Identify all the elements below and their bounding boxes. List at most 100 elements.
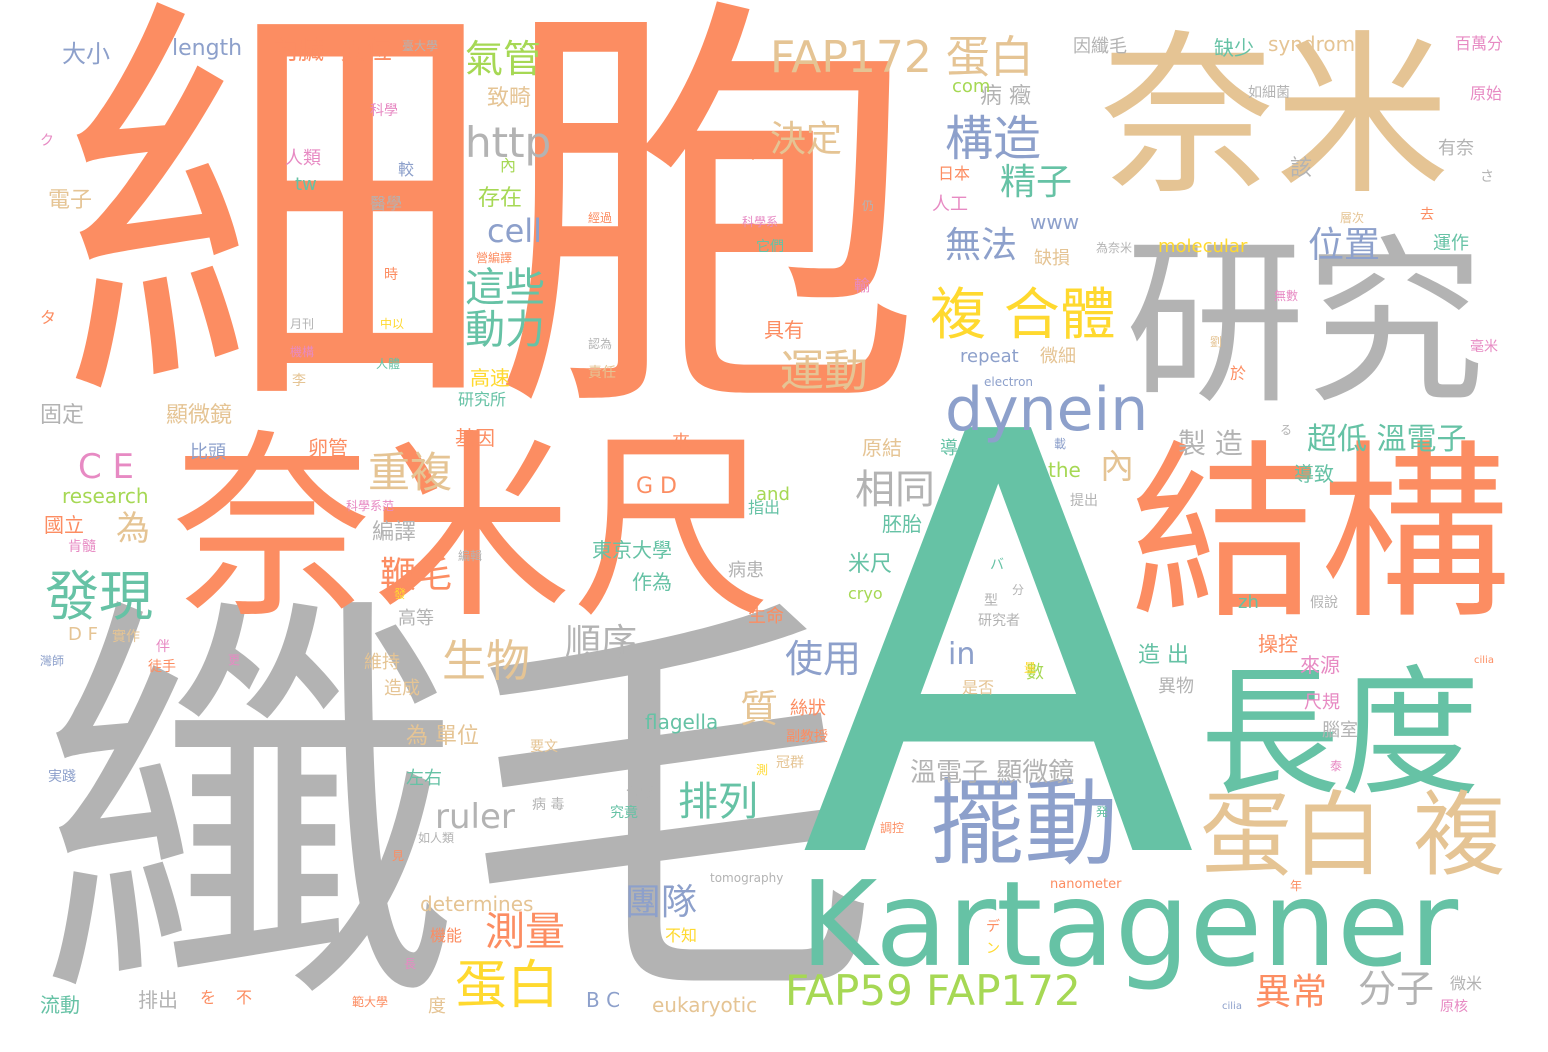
cloud-word: length — [172, 38, 242, 60]
cloud-word: 蛋白 複 — [1200, 790, 1505, 882]
cloud-word: 造成 — [384, 680, 420, 698]
cloud-word: 電子 — [48, 190, 92, 212]
cloud-word: 提出 — [1070, 494, 1098, 508]
cloud-word: 較 — [398, 162, 414, 178]
cloud-word: 合成 — [626, 786, 654, 800]
cloud-word: 內臟 — [272, 38, 324, 64]
cloud-word: com — [952, 78, 990, 96]
cloud-word: 奈米 — [1100, 30, 1450, 205]
cloud-word: 製 造 — [1178, 430, 1243, 458]
cloud-word: cryo — [848, 586, 883, 602]
cloud-word: 科學 — [370, 104, 398, 118]
cloud-word: 編輯 — [458, 550, 482, 562]
cloud-word: 無數 — [1274, 290, 1298, 302]
cloud-word: 左右 — [406, 770, 442, 788]
cloud-word: 位置 — [1308, 228, 1380, 264]
cloud-word: the — [1048, 460, 1081, 480]
cloud-word: 無法 — [945, 228, 1017, 264]
cloud-word: 仍 — [862, 200, 874, 212]
cloud-word: 異常 — [1255, 975, 1327, 1011]
cloud-word: ン — [986, 942, 1000, 956]
cloud-word: 実踐 — [48, 770, 76, 784]
cloud-word: 經過 — [588, 212, 612, 224]
cloud-word: 発 — [1096, 806, 1108, 818]
cloud-word: 尺規 — [1304, 694, 1340, 712]
cloud-word: 生命 — [748, 608, 784, 626]
cloud-word: 蛋白 — [455, 960, 559, 1012]
cloud-word: 運動 — [780, 350, 868, 394]
cloud-word: 大小 — [62, 42, 110, 66]
cloud-word: 具有 — [764, 320, 804, 340]
cloud-word: 原結 — [862, 438, 902, 458]
cloud-word: 測 — [756, 764, 768, 776]
cloud-word: tw — [295, 176, 317, 194]
cloud-word: 測量 — [485, 912, 565, 952]
cloud-word: 輸 — [854, 278, 870, 294]
cloud-word: 流動 — [40, 995, 80, 1015]
cloud-word: 指出 — [748, 500, 780, 516]
cloud-word: 超低 溫電子 — [1307, 425, 1467, 455]
cloud-word: D F — [68, 626, 98, 644]
cloud-word: 編譯 — [372, 522, 416, 544]
cloud-word: 卵管 — [308, 438, 348, 458]
cloud-word: 病患 — [728, 562, 764, 580]
cloud-word: 伴 — [156, 640, 170, 654]
cloud-word: 原始 — [1470, 86, 1502, 102]
cloud-word: 醫學 — [370, 196, 402, 212]
cloud-word: 究竟 — [610, 806, 638, 820]
cloud-word: を — [200, 990, 216, 1006]
cloud-word: 百萬分 — [1455, 36, 1503, 52]
cloud-word: 國立 — [44, 515, 84, 535]
cloud-word: 使用 — [785, 640, 861, 678]
cloud-word: 日本 — [938, 166, 970, 182]
cloud-word: 操控 — [1258, 634, 1298, 654]
cloud-word: デ — [986, 920, 1000, 934]
cloud-word: タ — [40, 310, 56, 326]
cloud-word: 腦室 — [1322, 722, 1358, 740]
cloud-word: 奈米尺 — [172, 430, 772, 630]
cloud-word: research — [62, 486, 149, 506]
cloud-word: B C — [586, 990, 620, 1010]
cloud-word: 月刊 — [290, 318, 314, 330]
cloud-word: 機能 — [430, 928, 462, 944]
cloud-word: 氣管 — [465, 40, 541, 78]
cloud-word: 責任 — [588, 366, 616, 380]
cloud-word: 構造 — [945, 115, 1041, 163]
cloud-word: ク — [40, 134, 54, 148]
cloud-word: 認為 — [588, 338, 612, 350]
cloud-word: 舉 — [746, 148, 760, 162]
cloud-word: 團隊 — [625, 885, 697, 921]
cloud-word: る — [1280, 424, 1292, 436]
cloud-word: 為 單位 — [406, 726, 479, 748]
cloud-word: nanometer — [1050, 878, 1122, 891]
cloud-word: 更 — [228, 654, 240, 666]
cloud-word: 發現 — [45, 570, 153, 624]
cloud-word: C E — [78, 450, 134, 484]
cloud-word: 於 — [1230, 366, 1246, 382]
cloud-word: 異物 — [1158, 678, 1194, 696]
cloud-word: 溫電子 顯微鏡 — [910, 760, 1074, 786]
cloud-word: 高速 — [470, 368, 510, 388]
cloud-word: 臺大學 — [402, 40, 438, 52]
cloud-word: 科學系 — [742, 216, 778, 228]
cloud-word: flagella — [645, 712, 718, 732]
cloud-word: 如細菌 — [1248, 86, 1290, 100]
cloud-word: 實作 — [112, 630, 140, 644]
cloud-word: 副教授 — [786, 730, 828, 744]
cloud-word: 內 — [1100, 450, 1134, 484]
cloud-word: 人類 — [285, 150, 321, 168]
cloud-word: 層次 — [1340, 212, 1364, 224]
cloud-word: 鞭毛 — [380, 558, 452, 594]
cloud-word: 營編譯 — [476, 252, 512, 264]
cloud-word: バ — [990, 558, 1004, 572]
cloud-word: 機構 — [290, 346, 314, 358]
cloud-word: 不 — [236, 990, 252, 1006]
cloud-word: 原核 — [1440, 1000, 1468, 1014]
cloud-word: 比頭 — [190, 444, 226, 462]
cloud-word: 微米 — [1450, 976, 1482, 992]
cloud-word: zh — [1238, 594, 1259, 612]
cloud-word: 範大學 — [352, 996, 388, 1008]
cloud-word: 運作 — [1433, 235, 1469, 253]
cloud-word: 擺動 — [930, 778, 1118, 872]
cloud-word: さ — [1480, 170, 1494, 184]
